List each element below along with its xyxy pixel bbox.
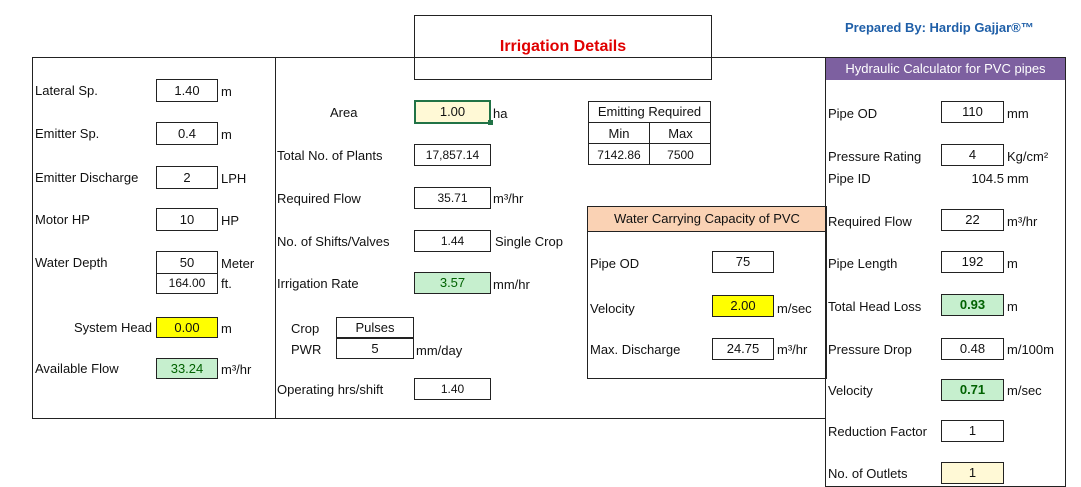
pwr-unit: mm/day (416, 343, 463, 358)
water-depth-unit: Meter (221, 256, 255, 271)
system-head-unit: m (221, 321, 232, 336)
pvc-pipe-od-label: Pipe OD (590, 256, 640, 271)
emitting-max-value: 7500 (667, 148, 694, 162)
hyd-pressure-rating-input[interactable]: 4 (941, 144, 1004, 166)
shifts-note: Single Crop (495, 234, 563, 249)
pvc-velocity-unit: m/sec (777, 301, 812, 316)
hyd-pressure-drop-value: 0.48 (941, 338, 1004, 360)
pvc-capacity-title: Water Carrying Capacity of PVC (588, 207, 826, 232)
pwr-input[interactable]: 5 (336, 338, 414, 359)
pvc-max-discharge-unit: m³/hr (777, 342, 808, 357)
lateral-label: Lateral Sp. (35, 83, 98, 98)
req-flow-unit: m³/hr (493, 191, 524, 206)
motor-hp-label: Motor HP (35, 212, 90, 227)
emitter-sp-input[interactable]: 0.4 (156, 122, 218, 145)
area-label: Area (330, 105, 358, 120)
hyd-velocity-value: 0.71 (941, 379, 1004, 401)
hyd-pressure-drop-unit: m/100m (1007, 342, 1054, 357)
hyd-outlets-input[interactable]: 1 (941, 462, 1004, 484)
crop-select[interactable]: Pulses (336, 317, 414, 338)
pvc-max-discharge-value: 24.75 (712, 338, 774, 360)
motor-hp-input[interactable]: 10 (156, 208, 218, 231)
pvc-pipe-od-input[interactable]: 75 (712, 251, 774, 273)
pvc-max-discharge-label: Max. Discharge (590, 342, 681, 357)
emitting-max-label: Max (668, 126, 693, 141)
emitter-sp-label: Emitter Sp. (35, 126, 100, 141)
water-depth-ft-value: 164.00 (156, 273, 218, 294)
hyd-pipe-od-input[interactable]: 110 (941, 101, 1004, 123)
hyd-req-flow-input[interactable]: 22 (941, 209, 1004, 231)
shifts-label: No. of Shifts/Valves (277, 234, 390, 249)
water-depth-input[interactable]: 50 (156, 251, 218, 274)
emitter-sp-unit: m (221, 127, 232, 142)
emitter-discharge-label: Emitter Discharge (35, 170, 139, 185)
hyd-pipe-od-unit: mm (1007, 106, 1029, 121)
credit-text: Prepared By: Hardip Gajjar®™ (845, 20, 1034, 35)
hydraulic-title: Hydraulic Calculator for PVC pipes (826, 58, 1065, 80)
irr-rate-label: Irrigation Rate (277, 276, 359, 291)
pvc-capacity-panel (587, 206, 827, 379)
pvc-velocity-input[interactable]: 2.00 (712, 295, 774, 317)
hyd-outlets-label: No. of Outlets (828, 466, 908, 481)
available-flow-unit: m³/hr (221, 362, 252, 377)
irr-rate-value: 3.57 (414, 272, 491, 294)
system-head-label: System Head (74, 320, 153, 335)
cell-fill-handle[interactable] (488, 120, 493, 125)
op-hrs-label: Operating hrs/shift (277, 382, 384, 397)
emitting-title: Emitting Required (597, 104, 702, 119)
water-depth-ft-unit: ft. (221, 276, 232, 291)
page-title: Irrigation Details (499, 38, 627, 55)
op-hrs-value: 1.40 (414, 378, 491, 400)
hyd-pipe-length-input[interactable]: 192 (941, 251, 1004, 273)
emitter-discharge-input[interactable]: 2 (156, 166, 218, 189)
lateral-unit: m (221, 84, 232, 99)
req-flow-value: 35.71 (414, 187, 491, 209)
hyd-reduction-input[interactable]: 1 (941, 420, 1004, 442)
hyd-reduction-label: Reduction Factor (828, 424, 927, 439)
lateral-input[interactable]: 1.40 (156, 79, 218, 102)
emitting-min-label: Min (608, 126, 630, 141)
hyd-pipe-id-unit: mm (1007, 171, 1029, 186)
hyd-req-flow-label: Required Flow (828, 214, 912, 229)
hyd-pressure-drop-label: Pressure Drop (828, 342, 912, 357)
req-flow-label: Required Flow (277, 191, 361, 206)
hyd-req-flow-unit: m³/hr (1007, 214, 1038, 229)
hyd-pipe-id-value: 104.5 (971, 171, 1004, 186)
irr-rate-unit: mm/hr (493, 277, 530, 292)
hyd-head-loss-value: 0.93 (941, 294, 1004, 316)
available-flow-value: 33.24 (156, 358, 218, 379)
hyd-pipe-length-unit: m (1007, 256, 1018, 271)
emitting-min-value: 7142.86 (597, 148, 641, 162)
pwr-label: PWR (291, 342, 322, 357)
pvc-velocity-label: Velocity (590, 301, 635, 316)
hyd-pressure-rating-label: Pressure Rating (828, 149, 922, 164)
hyd-head-loss-label: Total Head Loss (828, 299, 922, 314)
hyd-pipe-id-label: Pipe ID (828, 171, 871, 186)
hyd-pressure-rating-unit: Kg/cm² (1007, 149, 1049, 164)
hyd-velocity-label: Velocity (828, 383, 873, 398)
hyd-pipe-od-label: Pipe OD (828, 106, 878, 121)
area-input[interactable]: 1.00 (414, 100, 491, 124)
motor-hp-unit: HP (221, 213, 240, 228)
plants-value: 17,857.14 (414, 144, 491, 166)
title-box (414, 15, 712, 80)
hyd-pipe-length-label: Pipe Length (828, 256, 898, 271)
hyd-head-loss-unit: m (1007, 299, 1018, 314)
available-flow-label: Available Flow (35, 361, 119, 376)
hyd-velocity-unit: m/sec (1007, 383, 1042, 398)
area-unit: ha (493, 106, 508, 121)
plants-label: Total No. of Plants (277, 148, 383, 163)
crop-label: Crop (291, 321, 320, 336)
emitter-discharge-unit: LPH (221, 171, 247, 186)
water-depth-label: Water Depth (35, 255, 108, 270)
system-head-value[interactable]: 0.00 (156, 317, 218, 338)
shifts-value: 1.44 (414, 230, 491, 252)
emitting-col-divider (649, 122, 650, 165)
